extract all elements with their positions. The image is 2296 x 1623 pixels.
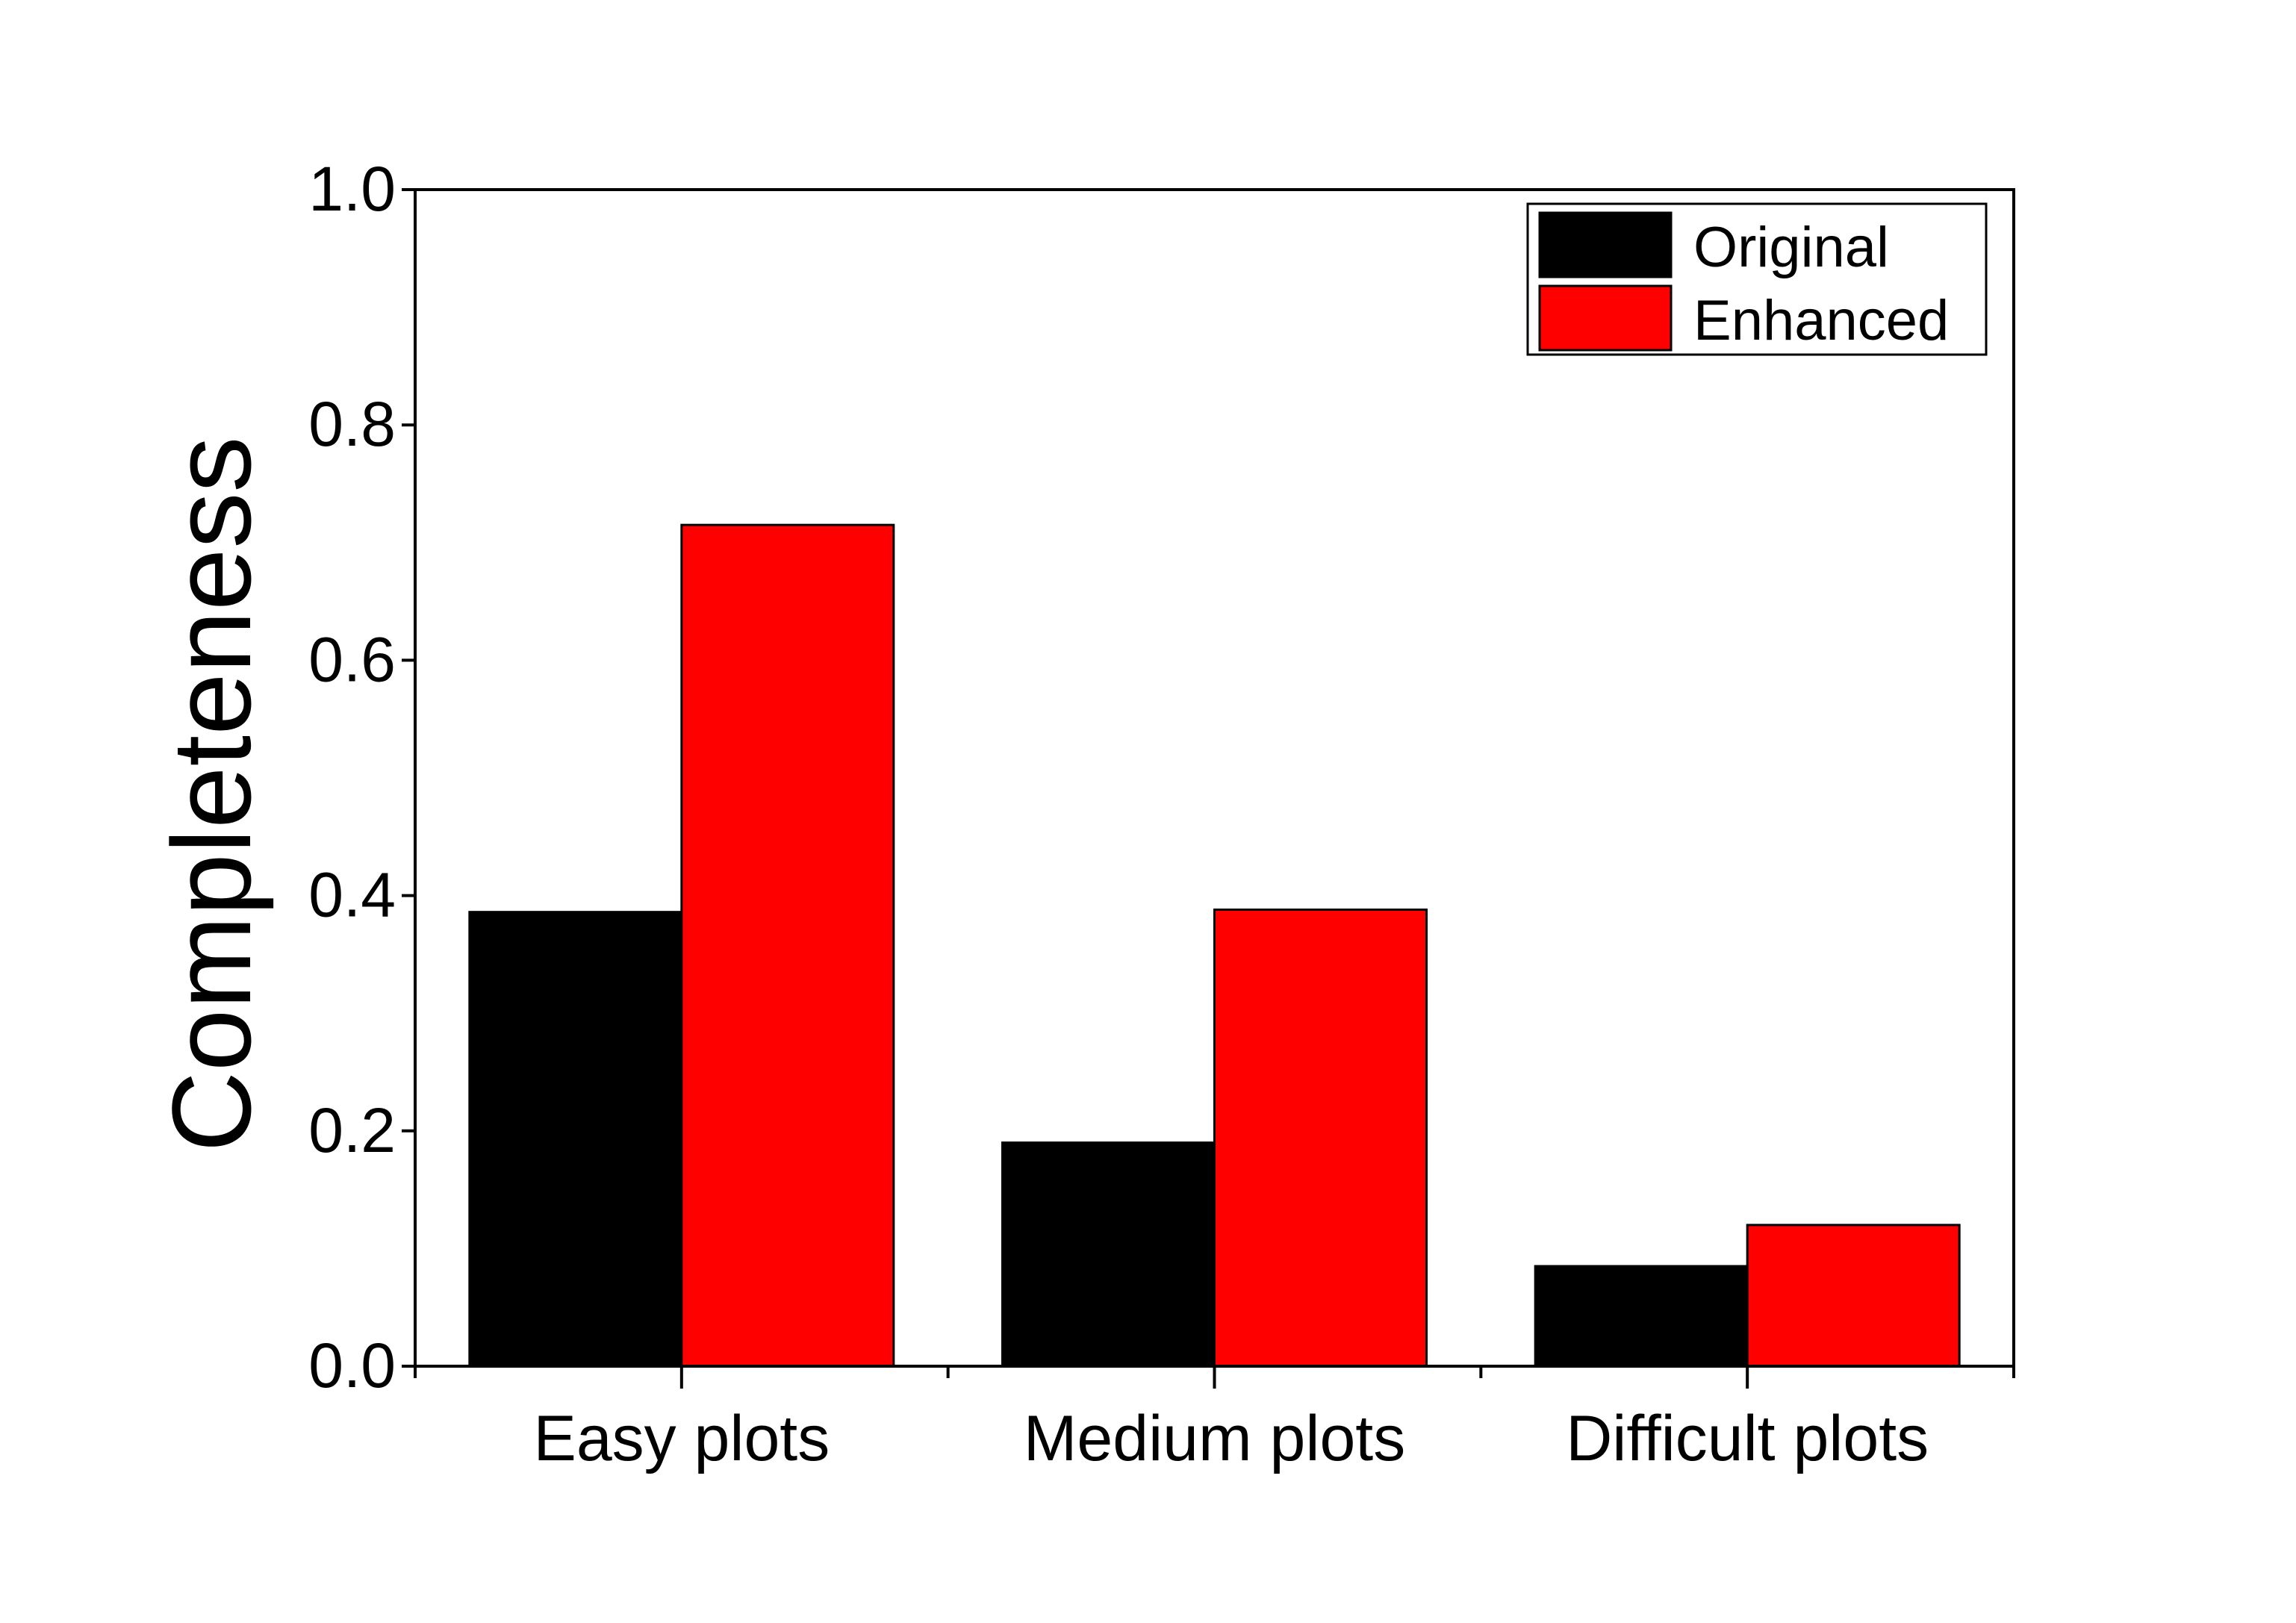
legend-swatch-original [1538,211,1673,278]
x-tick-label: Easy plots [533,1403,830,1474]
ticks-layer: 0.0 0.2 0.4 0.6 0.8 1.0 Easy plots Medium plots… [308,154,2015,1474]
bar-enhanced-3 [1746,1224,1961,1368]
legend-swatch-enhanced [1538,284,1673,352]
bar-original-3 [1534,1265,1749,1368]
bar-original-1 [468,911,683,1368]
x-tick-label: Difficult plots [1566,1403,1929,1474]
bar-original-2 [1001,1141,1216,1368]
bar-enhanced-1 [680,523,895,1368]
y-tick-label: 0.8 [308,389,396,459]
y-tick-label: 0.0 [308,1330,396,1401]
y-axis-title: Completeness [149,437,274,1153]
bar-enhanced-2 [1213,909,1428,1368]
y-tick-label: 0.2 [308,1095,396,1165]
y-tick-label: 0.4 [308,860,396,930]
legend-label-original: Original [1693,216,1889,279]
bars-layer [468,523,1961,1368]
x-tick-label: Medium plots [1024,1403,1405,1474]
y-tick-label: 0.6 [308,624,396,694]
y-tick-label: 1.0 [308,154,396,224]
legend: Original Enhanced [1526,202,1988,356]
legend-label-enhanced: Enhanced [1693,289,1949,352]
